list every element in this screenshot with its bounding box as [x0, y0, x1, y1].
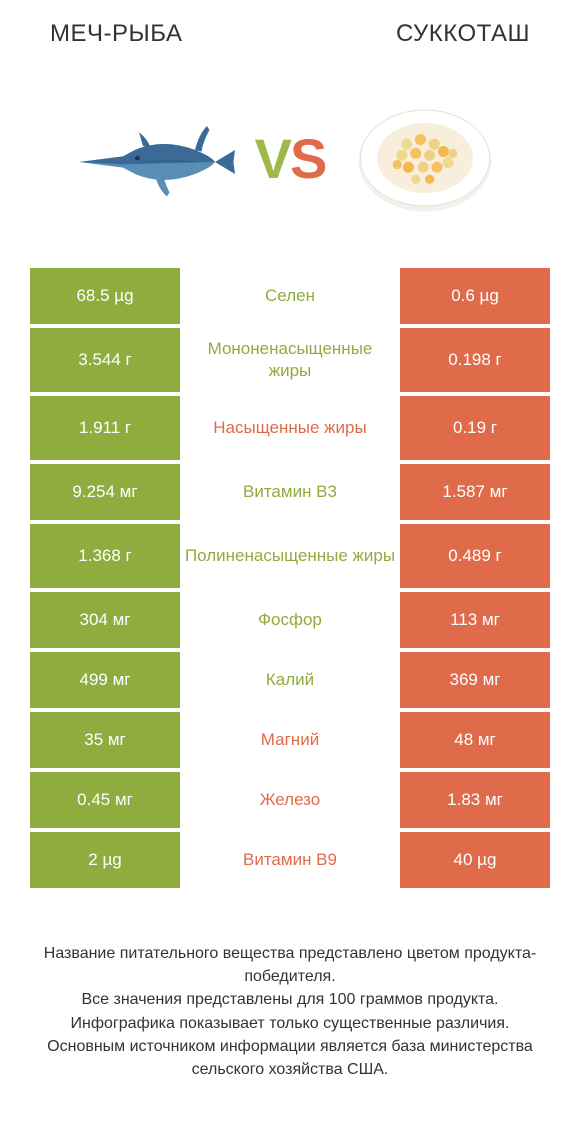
cell-left-value: 304 мг [30, 592, 180, 648]
cell-nutrient-name: Полиненасыщенные жиры [180, 524, 400, 588]
header: МЕЧ-РЫБА СУККОТАШ [0, 0, 580, 58]
cell-right-value: 1.587 мг [400, 464, 550, 520]
cell-nutrient-name: Мононенасыщенные жиры [180, 328, 400, 392]
table-row: 1.911 гНасыщенные жиры0.19 г [30, 396, 550, 460]
footer-line: Все значения представлены для 100 граммо… [30, 988, 550, 1011]
table-row: 2 µgВитамин B940 µg [30, 832, 550, 888]
footer-line: Основным источником информации является … [30, 1035, 550, 1081]
table-row: 35 мгМагний48 мг [30, 712, 550, 768]
cell-right-value: 0.489 г [400, 524, 550, 588]
cell-left-value: 3.544 г [30, 328, 180, 392]
comparison-table: 68.5 µgСелен0.6 µg3.544 гМононенасыщенны… [0, 268, 580, 888]
title-right: СУККОТАШ [396, 20, 530, 48]
table-row: 3.544 гМононенасыщенные жиры0.198 г [30, 328, 550, 392]
footer-text: Название питательного вещества представл… [0, 892, 580, 1081]
footer-line: Инфографика показывает только существенн… [30, 1012, 550, 1035]
table-row: 68.5 µgСелен0.6 µg [30, 268, 550, 324]
vs-v: V [255, 127, 290, 190]
cell-nutrient-name: Витамин B3 [180, 464, 400, 520]
cell-left-value: 0.45 мг [30, 772, 180, 828]
cell-left-value: 9.254 мг [30, 464, 180, 520]
cell-right-value: 48 мг [400, 712, 550, 768]
cell-nutrient-name: Железо [180, 772, 400, 828]
table-row: 304 мгФосфор113 мг [30, 592, 550, 648]
cell-nutrient-name: Фосфор [180, 592, 400, 648]
cell-nutrient-name: Насыщенные жиры [180, 396, 400, 460]
cell-left-value: 68.5 µg [30, 268, 180, 324]
succotash-image [345, 88, 505, 228]
cell-left-value: 1.368 г [30, 524, 180, 588]
cell-right-value: 1.83 мг [400, 772, 550, 828]
cell-left-value: 35 мг [30, 712, 180, 768]
cell-nutrient-name: Витамин B9 [180, 832, 400, 888]
swordfish-icon [75, 108, 235, 208]
cell-right-value: 0.6 µg [400, 268, 550, 324]
table-row: 0.45 мгЖелезо1.83 мг [30, 772, 550, 828]
cell-right-value: 0.19 г [400, 396, 550, 460]
swordfish-image [75, 88, 235, 228]
table-row: 1.368 гПолиненасыщенные жиры0.489 г [30, 524, 550, 588]
cell-left-value: 499 мг [30, 652, 180, 708]
footer-line: Название питательного вещества представл… [30, 942, 550, 988]
cell-right-value: 369 мг [400, 652, 550, 708]
vs-s: S [290, 127, 325, 190]
cell-right-value: 40 µg [400, 832, 550, 888]
vs-label: VS [255, 126, 326, 191]
cell-right-value: 0.198 г [400, 328, 550, 392]
title-left: МЕЧ-РЫБА [50, 20, 182, 48]
cell-nutrient-name: Калий [180, 652, 400, 708]
table-row: 499 мгКалий369 мг [30, 652, 550, 708]
cell-right-value: 113 мг [400, 592, 550, 648]
cell-nutrient-name: Магний [180, 712, 400, 768]
table-row: 9.254 мгВитамин B31.587 мг [30, 464, 550, 520]
vs-row: VS [0, 58, 580, 268]
cell-left-value: 1.911 г [30, 396, 180, 460]
cell-left-value: 2 µg [30, 832, 180, 888]
cell-nutrient-name: Селен [180, 268, 400, 324]
succotash-icon [350, 98, 500, 218]
